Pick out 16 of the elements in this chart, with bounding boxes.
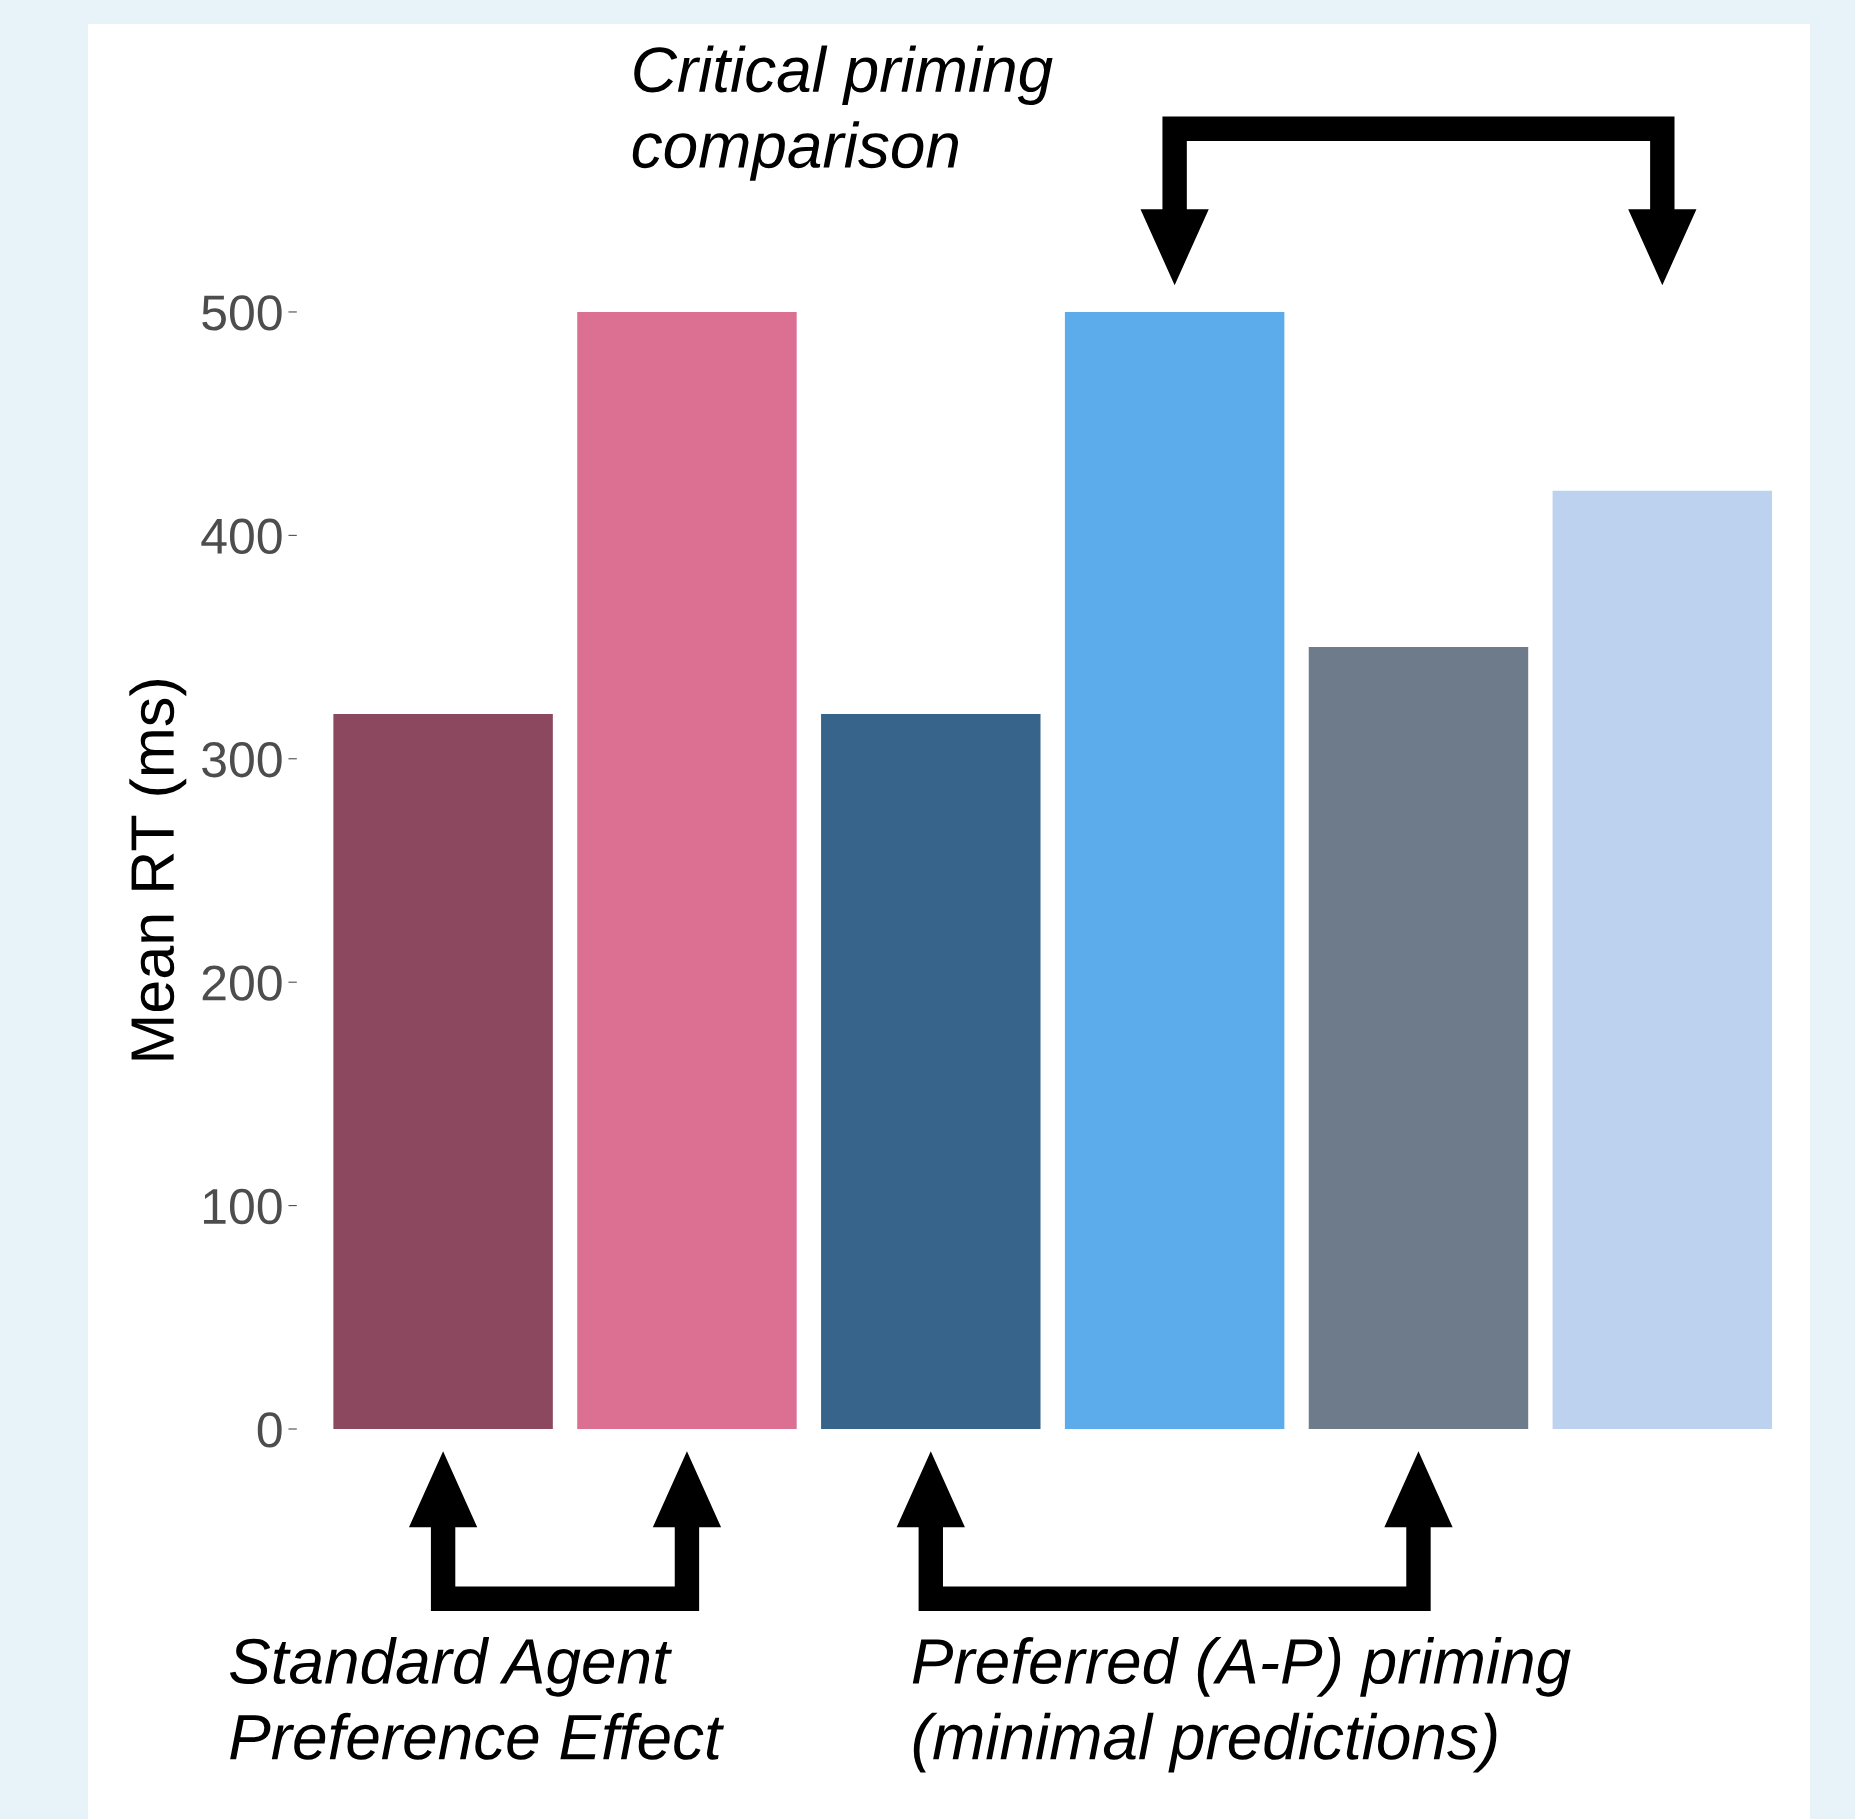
bar [577,311,797,1430]
bar [1552,490,1773,1430]
y-tick-label: 400 [201,518,282,554]
bar [333,714,553,1430]
text: Critical priming comparison [632,45,1053,181]
text: Standard Agent Preference Effect [229,1637,724,1760]
text: Preferred (A-P) priming (minimal predictions) [912,1637,1571,1773]
bar [1064,311,1285,1430]
y-tick-label: 0 [257,1412,282,1448]
bar [1308,647,1529,1430]
y-tick-label: 100 [204,1188,282,1225]
y-tick-label: 300 [202,741,282,778]
y-tick-label: 500 [202,295,282,331]
bar [821,714,1041,1430]
y-tick-label: 200 [202,965,282,1001]
y-axis-title: Mean RT (ms) [129,680,187,1060]
